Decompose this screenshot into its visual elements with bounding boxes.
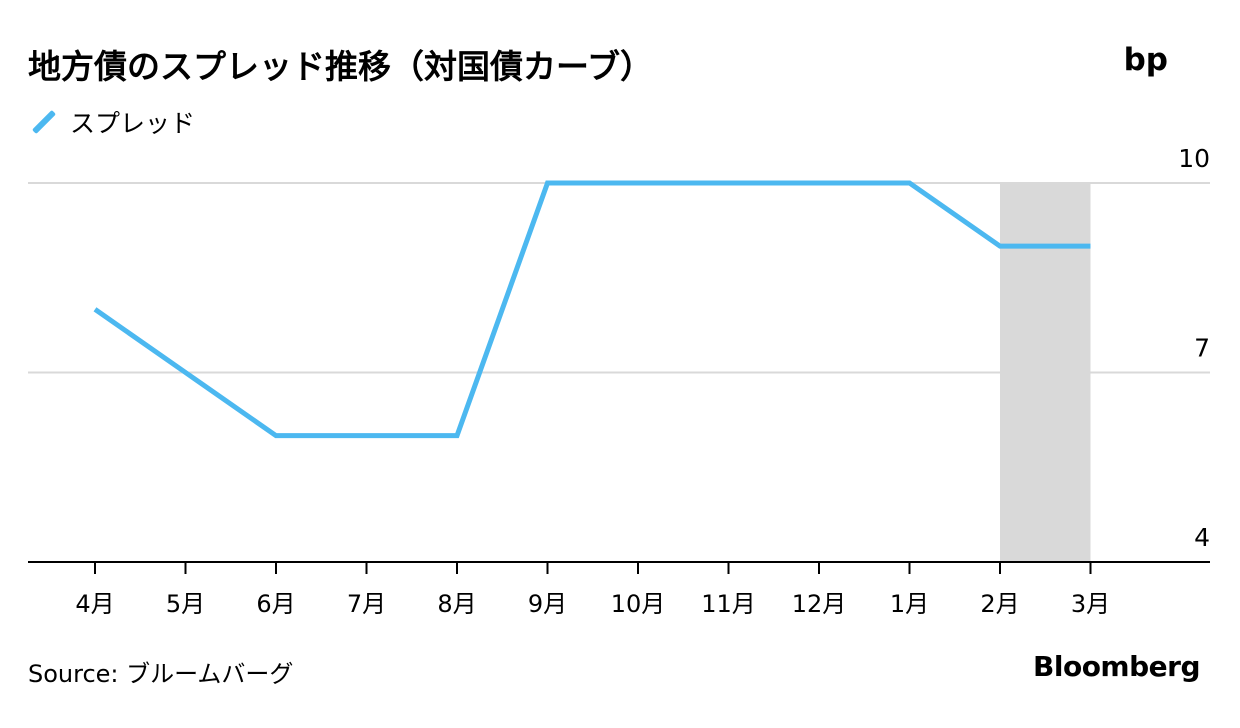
y-tick-label: 4 <box>1194 523 1210 552</box>
legend: スプレッド <box>30 104 195 140</box>
x-tick-label: 1月 <box>890 590 929 618</box>
x-tick-label: 10月 <box>611 590 666 618</box>
legend-label: スプレッド <box>70 109 196 138</box>
line-chart: 4 7 10 4月 5月 6月 7月 8月 9月 10月 11月 12月 1月 2月 3月 <box>28 144 1210 618</box>
y-tick-label: 10 <box>1178 144 1210 173</box>
x-tick-label: 11月 <box>701 590 756 618</box>
x-tick-label: 12月 <box>792 590 847 618</box>
y-axis-unit: bp <box>1123 42 1168 78</box>
x-tick-label: 5月 <box>166 590 205 618</box>
source-note: Source: ブルームバーグ <box>28 660 294 688</box>
x-tick-label: 6月 <box>256 590 295 618</box>
x-tick-label: 3月 <box>1071 590 1110 618</box>
x-tick-label: 8月 <box>437 590 476 618</box>
y-tick-label: 7 <box>1194 334 1210 363</box>
brand-logo: Bloomberg <box>1033 650 1200 683</box>
x-tick-label: 4月 <box>75 590 114 618</box>
series-line <box>93 180 1091 439</box>
chart-title: 地方債のスプレッド推移（対国債カーブ） <box>28 47 654 86</box>
x-tick-label: 2月 <box>980 590 1019 618</box>
x-tick-label: 9月 <box>528 590 567 618</box>
x-tick-label: 7月 <box>347 590 386 618</box>
